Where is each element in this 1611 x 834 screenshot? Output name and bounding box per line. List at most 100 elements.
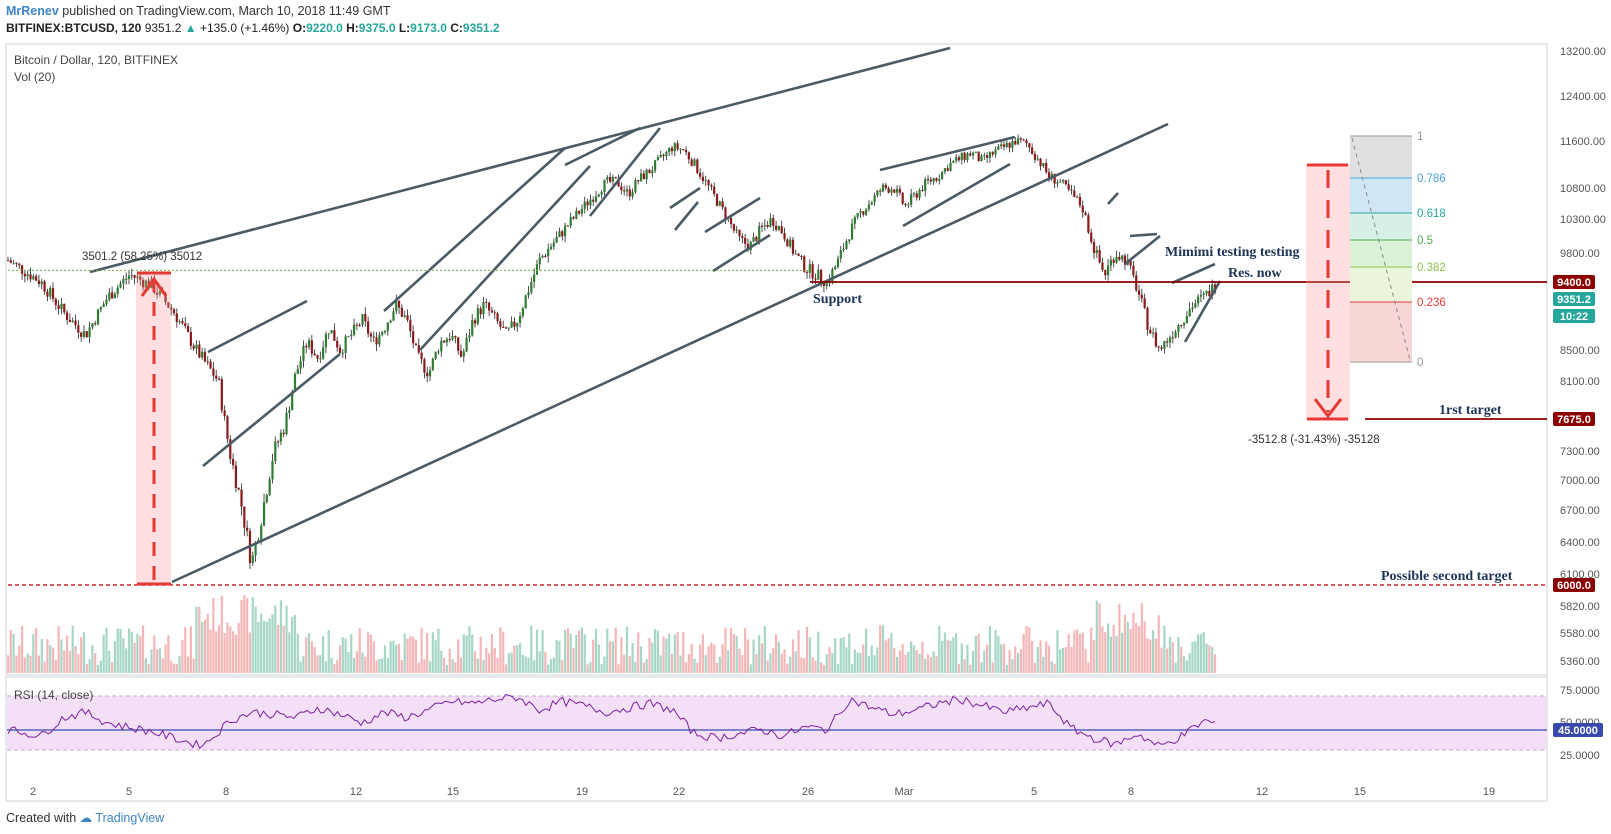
volume-bar bbox=[1073, 630, 1076, 673]
volume-bar bbox=[589, 662, 592, 673]
volume-bar bbox=[440, 650, 443, 673]
volume-bar bbox=[842, 637, 845, 673]
candle-body bbox=[136, 276, 139, 278]
candle-body bbox=[347, 335, 350, 337]
volume-bar bbox=[659, 655, 662, 673]
volume-bar bbox=[580, 627, 584, 673]
close-label: C: bbox=[450, 21, 463, 35]
candle-body bbox=[1016, 138, 1020, 145]
volume-bar bbox=[172, 663, 176, 673]
candle-body bbox=[639, 173, 643, 182]
candle-body bbox=[544, 255, 547, 257]
candle-body bbox=[330, 330, 333, 334]
candle-body bbox=[156, 292, 159, 295]
candle-body bbox=[865, 209, 868, 215]
volume-bar bbox=[980, 662, 983, 673]
candle-body bbox=[1095, 249, 1098, 254]
upper-wedge-line bbox=[89, 46, 951, 274]
candle-body bbox=[803, 256, 806, 272]
candle-body bbox=[881, 184, 885, 192]
candle-body bbox=[389, 320, 392, 323]
volume-bar bbox=[963, 659, 966, 673]
candle-body bbox=[226, 416, 229, 440]
candle-body bbox=[111, 292, 114, 299]
volume-bar bbox=[1016, 652, 1020, 673]
candle-body bbox=[6, 260, 10, 262]
candle-body bbox=[676, 143, 679, 150]
volume-bar bbox=[929, 657, 932, 673]
volume-bar bbox=[85, 664, 88, 673]
candle-body bbox=[1011, 141, 1014, 148]
volume-bar bbox=[231, 631, 235, 673]
candle-body bbox=[119, 283, 122, 288]
candle-body bbox=[662, 154, 665, 157]
candle-body bbox=[105, 299, 108, 305]
candle-body bbox=[687, 152, 690, 160]
candle-body bbox=[969, 153, 972, 156]
volume-bar bbox=[448, 648, 451, 673]
candle-body bbox=[673, 143, 676, 152]
series-title: Bitcoin / Dollar, 120, BITFINEX bbox=[14, 53, 179, 67]
volume-bar bbox=[752, 639, 755, 673]
candle-body bbox=[406, 315, 409, 320]
volume-bar bbox=[130, 631, 133, 673]
rsi-tick-label: 75.0000 bbox=[1560, 685, 1600, 697]
candle-body bbox=[1033, 153, 1037, 160]
volume-bar bbox=[1039, 640, 1042, 673]
volume-bar bbox=[423, 659, 426, 673]
tradingview-link[interactable]: TradingView bbox=[95, 811, 165, 825]
volume-bar bbox=[988, 626, 992, 673]
candle-body bbox=[530, 282, 533, 293]
volume-bar bbox=[57, 626, 60, 673]
volume-bar bbox=[465, 635, 468, 673]
candle-body bbox=[986, 155, 989, 158]
price-tick-label: 7300.00 bbox=[1560, 446, 1600, 458]
candle-body bbox=[260, 525, 263, 540]
candle-body bbox=[195, 344, 198, 349]
volume-bar bbox=[203, 619, 207, 673]
candle-body bbox=[1211, 284, 1214, 297]
candle-body bbox=[527, 292, 530, 296]
volume-bar bbox=[741, 655, 744, 673]
candle-body bbox=[932, 178, 935, 182]
arrow-down-icon bbox=[1313, 398, 1343, 419]
time-tick-label: 12 bbox=[350, 786, 362, 798]
candle-body bbox=[1205, 290, 1208, 294]
volume-bar bbox=[206, 613, 209, 673]
author-name[interactable]: MrRenev bbox=[6, 4, 59, 18]
candle-body bbox=[344, 336, 347, 353]
candle-body bbox=[701, 176, 705, 182]
candle-body bbox=[88, 327, 91, 338]
volume-bar bbox=[1115, 636, 1118, 673]
candle-body bbox=[628, 189, 631, 197]
candle-body bbox=[651, 170, 654, 174]
support-label: Support bbox=[813, 292, 862, 307]
candle-body bbox=[71, 320, 74, 323]
candle-body bbox=[139, 276, 142, 280]
candle-body bbox=[254, 542, 257, 556]
volume-bar bbox=[428, 661, 432, 673]
volume-bar bbox=[310, 641, 313, 673]
symbol-name[interactable]: BITFINEX:BTCUSD, 120 bbox=[6, 21, 142, 35]
volume-bar bbox=[831, 652, 834, 673]
candle-body bbox=[170, 307, 173, 310]
volume-bar bbox=[597, 644, 600, 673]
volume-bar bbox=[43, 661, 46, 673]
volume-bar bbox=[977, 633, 980, 673]
trendline bbox=[207, 299, 308, 354]
candle-body bbox=[1185, 316, 1188, 324]
candle-body bbox=[1154, 332, 1158, 347]
candle-body bbox=[108, 292, 111, 300]
volume-bar bbox=[603, 656, 606, 673]
volume-bar bbox=[240, 600, 243, 673]
candle-body bbox=[1002, 144, 1006, 147]
volume-bar bbox=[9, 629, 12, 673]
volume-bar bbox=[1081, 632, 1084, 673]
candle-body bbox=[848, 239, 851, 242]
volume-bar bbox=[330, 657, 333, 673]
volume-bar bbox=[699, 644, 702, 673]
candle-body bbox=[338, 347, 342, 354]
candle-body bbox=[29, 274, 32, 280]
volume-bar bbox=[178, 655, 181, 673]
